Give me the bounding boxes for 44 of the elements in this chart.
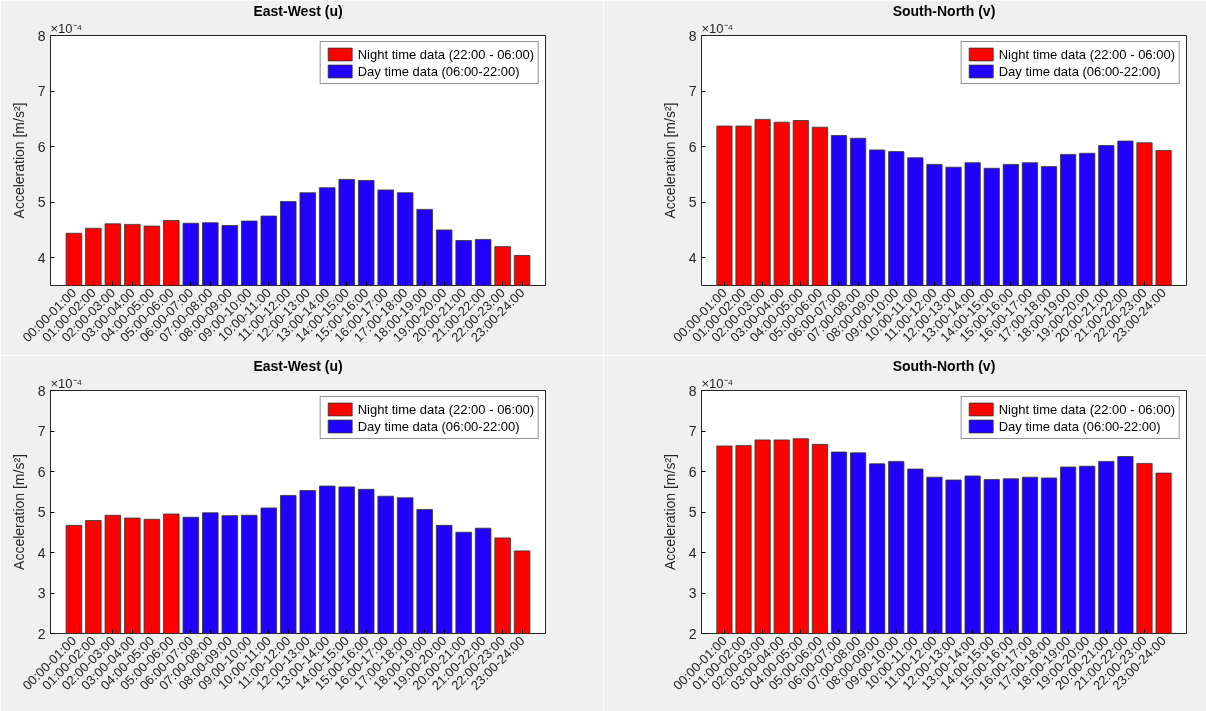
- y-tick-label: 5: [688, 194, 697, 211]
- y-axis-title: Acceleration [m/s²]: [661, 454, 678, 570]
- y-tick-label: 5: [37, 504, 46, 520]
- chart-title: East-West (u): [253, 357, 343, 374]
- legend-label: Night time data (22:00 - 06:00): [357, 46, 534, 62]
- y-tick-label: 6: [37, 463, 46, 480]
- chart-title: East-West (u): [253, 2, 343, 19]
- legend-label: Night time data (22:00 - 06:00): [998, 46, 1175, 62]
- y-tick-label: 8: [688, 27, 697, 44]
- y-tick-label: 7: [688, 423, 697, 439]
- text: ×10⁻⁴: [701, 375, 734, 391]
- y-tick-label: 5: [37, 194, 46, 211]
- legend-label: Day time data (06:00-22:00): [998, 63, 1161, 79]
- text: ×10⁻⁴: [701, 20, 734, 36]
- y-tick-label: 4: [37, 544, 46, 561]
- y-tick-label: 2: [688, 625, 697, 642]
- text: ×10⁻⁴: [50, 375, 83, 391]
- y-tick-label: 2: [37, 625, 46, 642]
- y-axis-title: Acceleration [m/s²]: [10, 454, 27, 570]
- legend-label: Day time data (06:00-22:00): [357, 418, 520, 434]
- y-tick-label: 8: [37, 382, 46, 399]
- legend-label: Day time data (06:00-22:00): [357, 63, 520, 79]
- y-tick-label: 8: [688, 382, 697, 399]
- y-tick-label: 3: [37, 585, 46, 601]
- legend-label: Night time data (22:00 - 06:00): [998, 401, 1175, 417]
- y-tick-label: 7: [688, 83, 697, 100]
- chart-title: South-North (v): [892, 2, 996, 19]
- y-tick-label: 5: [688, 504, 697, 520]
- y-tick-label: 7: [37, 423, 46, 439]
- y-tick-label: 3: [688, 585, 697, 601]
- y-tick-label: 4: [688, 544, 697, 561]
- y-tick-label: 8: [37, 27, 46, 44]
- legend-label: Day time data (06:00-22:00): [998, 418, 1161, 434]
- text: ×10⁻⁴: [50, 20, 83, 36]
- y-tick-label: 7: [37, 83, 46, 100]
- chart-title: South-North (v): [892, 357, 996, 374]
- y-axis-title: Acceleration [m/s²]: [661, 102, 678, 219]
- y-axis-title: Acceleration [m/s²]: [10, 102, 27, 219]
- y-tick-label: 6: [688, 463, 697, 480]
- legend-label: Night time data (22:00 - 06:00): [357, 401, 534, 417]
- y-tick-label: 6: [37, 138, 46, 155]
- y-tick-label: 4: [37, 249, 46, 266]
- y-tick-label: 6: [688, 138, 697, 155]
- y-tick-label: 4: [688, 249, 697, 266]
